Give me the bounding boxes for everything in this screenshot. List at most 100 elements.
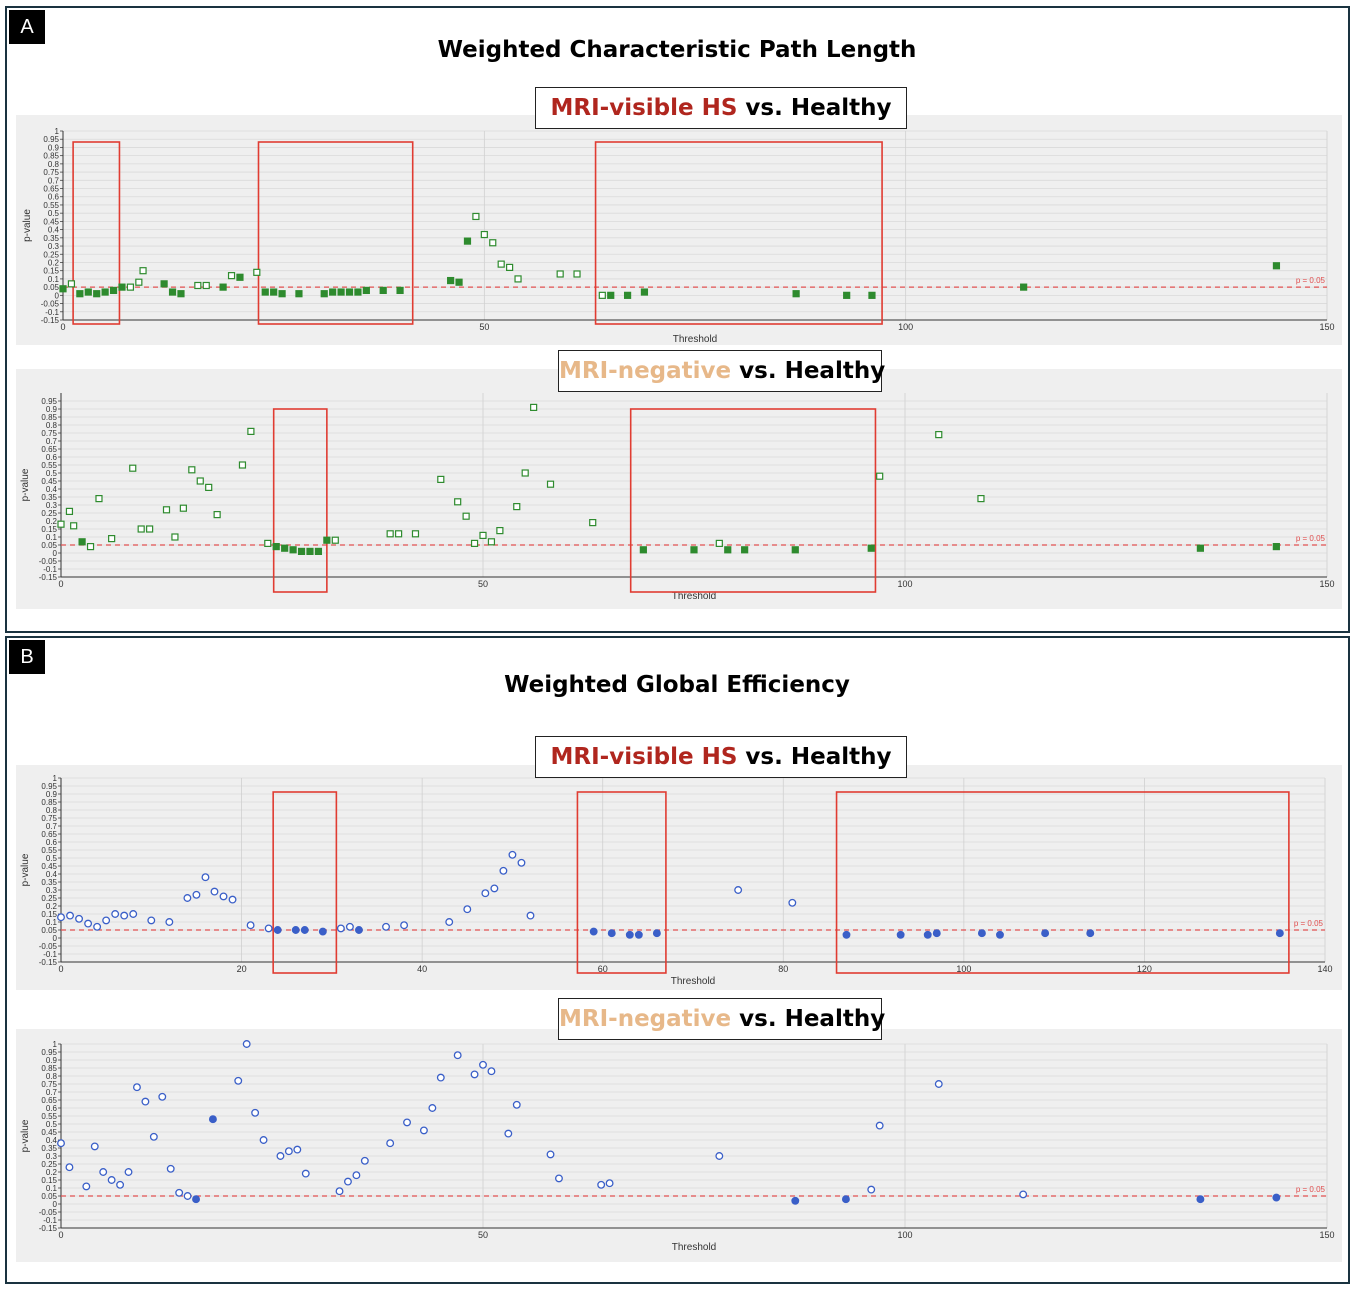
- data-point: [472, 212, 480, 221]
- data-point-significant: [177, 290, 185, 298]
- data-point: [227, 272, 236, 280]
- comparison-suffix: vs. Healthy: [737, 744, 892, 770]
- comparison-group: MRI-negative: [559, 358, 732, 384]
- data-point-significant: [93, 290, 101, 298]
- data-point: [146, 525, 154, 533]
- reference-line-label: p = 0.05: [1294, 919, 1324, 928]
- y-tick-label: 0.35: [43, 234, 59, 243]
- data-point: [506, 263, 514, 272]
- data-point: [129, 910, 138, 918]
- data-point: [437, 475, 445, 483]
- x-tick-label: 40: [417, 964, 427, 974]
- data-point: [126, 283, 135, 291]
- data-point: [259, 1136, 268, 1144]
- y-tick-label: -0.15: [39, 958, 58, 967]
- data-point: [395, 530, 403, 538]
- data-point-significant: [76, 290, 84, 298]
- data-point: [165, 918, 174, 926]
- panel-a-letter: A: [9, 10, 45, 44]
- x-axis-label: Threshold: [672, 591, 716, 602]
- data-point: [166, 1164, 175, 1173]
- reference-line-label: p = 0.05: [1296, 1185, 1326, 1194]
- data-point: [508, 850, 517, 859]
- data-point: [499, 866, 508, 875]
- data-point: [242, 1040, 251, 1048]
- y-tick-label: -0.05: [39, 942, 58, 951]
- data-point: [137, 525, 145, 533]
- data-point: [139, 267, 147, 275]
- data-point-significant: [455, 278, 463, 286]
- y-tick-label: -0.15: [39, 1224, 58, 1233]
- y-tick-label: -0.15: [41, 316, 60, 325]
- y-tick-label: 0.8: [46, 806, 58, 815]
- y-tick-label: 0.85: [41, 1064, 57, 1073]
- data-point: [470, 1070, 479, 1079]
- y-tick-label: 0.6: [46, 453, 58, 462]
- data-point-significant: [295, 290, 303, 298]
- data-point: [335, 1187, 344, 1196]
- y-tick-label: 0.6: [48, 193, 60, 202]
- data-point-significant: [690, 546, 698, 554]
- data-point-significant: [1272, 1193, 1281, 1202]
- data-point: [497, 260, 505, 268]
- highlight-box: [576, 791, 667, 974]
- data-point: [521, 469, 529, 477]
- data-point: [135, 278, 143, 286]
- y-tick-label: 0.9: [48, 143, 60, 152]
- y-tick-label: 0.15: [41, 910, 57, 919]
- data-point-significant: [300, 926, 309, 934]
- y-tick-label: 0.45: [41, 862, 57, 871]
- x-tick-label: 50: [478, 1230, 488, 1240]
- data-point-significant: [640, 288, 649, 296]
- data-point: [162, 506, 171, 514]
- data-point: [382, 922, 390, 931]
- data-point: [188, 466, 196, 474]
- y-tick-label: 0.65: [43, 185, 59, 194]
- data-point: [107, 1176, 116, 1184]
- data-point: [284, 1147, 293, 1156]
- data-point-significant: [270, 288, 278, 296]
- data-point: [479, 531, 487, 540]
- data-point-significant: [192, 1195, 200, 1204]
- data-point-significant: [160, 280, 168, 288]
- data-point: [238, 461, 247, 469]
- data-point-significant: [101, 288, 109, 296]
- data-point-significant: [273, 926, 282, 934]
- y-tick-label: 0.85: [41, 413, 57, 422]
- data-point-significant: [1272, 542, 1280, 551]
- data-point: [129, 464, 137, 472]
- data-point: [481, 889, 490, 898]
- x-tick-label: 150: [1319, 579, 1334, 589]
- data-point-significant: [78, 538, 86, 546]
- data-point: [453, 1051, 462, 1060]
- data-point: [605, 1179, 614, 1188]
- data-point: [133, 1083, 141, 1092]
- data-point-significant: [1020, 283, 1028, 291]
- comparison-suffix: vs. Healthy: [737, 95, 892, 121]
- data-point-significant: [868, 291, 876, 299]
- y-tick-label: 0.75: [43, 168, 59, 177]
- data-point: [487, 538, 496, 546]
- data-point: [219, 892, 228, 901]
- y-tick-label: 0.05: [43, 283, 59, 292]
- data-point: [463, 905, 472, 914]
- data-point-significant: [634, 930, 643, 939]
- comparison-suffix: vs. Healthy: [731, 1006, 886, 1032]
- x-tick-label: 80: [778, 964, 788, 974]
- data-point: [436, 1073, 445, 1082]
- data-point: [589, 518, 597, 527]
- y-tick-label: 0.65: [41, 830, 57, 839]
- x-tick-label: 20: [237, 964, 247, 974]
- data-point: [192, 890, 201, 899]
- y-tick-label: 0.35: [41, 878, 57, 887]
- data-point: [158, 1092, 167, 1101]
- data-point: [210, 887, 219, 896]
- y-tick-label: 0.25: [41, 1160, 57, 1169]
- data-point: [253, 268, 261, 276]
- data-point: [490, 884, 499, 893]
- data-point-significant: [337, 288, 345, 296]
- y-tick-label: 0.4: [46, 870, 58, 879]
- data-point: [175, 1188, 184, 1197]
